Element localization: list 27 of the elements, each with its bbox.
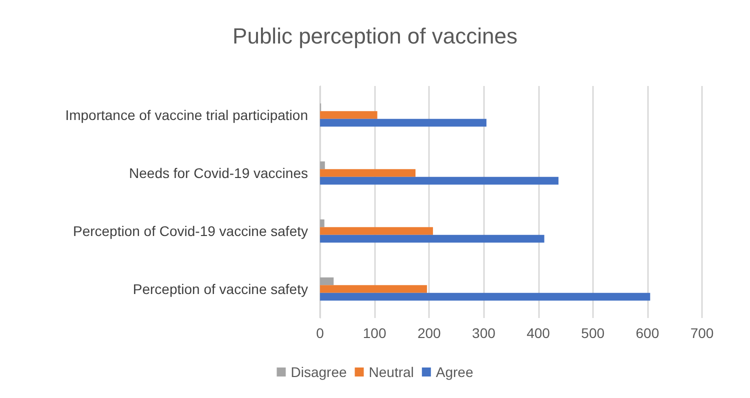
bar [320,169,416,177]
y-tick-label: Perception of Covid-19 vaccine safety [72,223,308,239]
bar [320,277,334,286]
x-tick-label: 600 [636,325,660,341]
bar [320,234,544,243]
bar [320,176,558,185]
x-tick-label: 500 [581,325,605,341]
x-tick-label: 200 [417,325,442,341]
y-tick-label: Perception of vaccine safety [132,281,308,297]
x-tick-label: 400 [526,325,550,341]
legend-label: Neutral [368,364,414,380]
bar [320,292,650,301]
bar [320,285,427,293]
bar [320,118,486,127]
y-tick-label: Importance of vaccine trial participation [65,107,308,123]
legend-label: Agree [436,364,474,380]
x-tick-label: 700 [690,325,714,341]
bar [320,219,324,228]
bar [320,227,433,235]
x-tick-label: 0 [316,325,324,341]
x-tick-label: 300 [472,325,496,341]
bar [320,111,378,119]
bar [320,161,325,170]
chart-title: Public perception of vaccines [232,24,518,48]
y-tick-label: Needs for Covid-19 vaccines [129,165,308,181]
legend-label: Disagree [290,364,347,380]
x-tick-label: 100 [362,325,386,341]
